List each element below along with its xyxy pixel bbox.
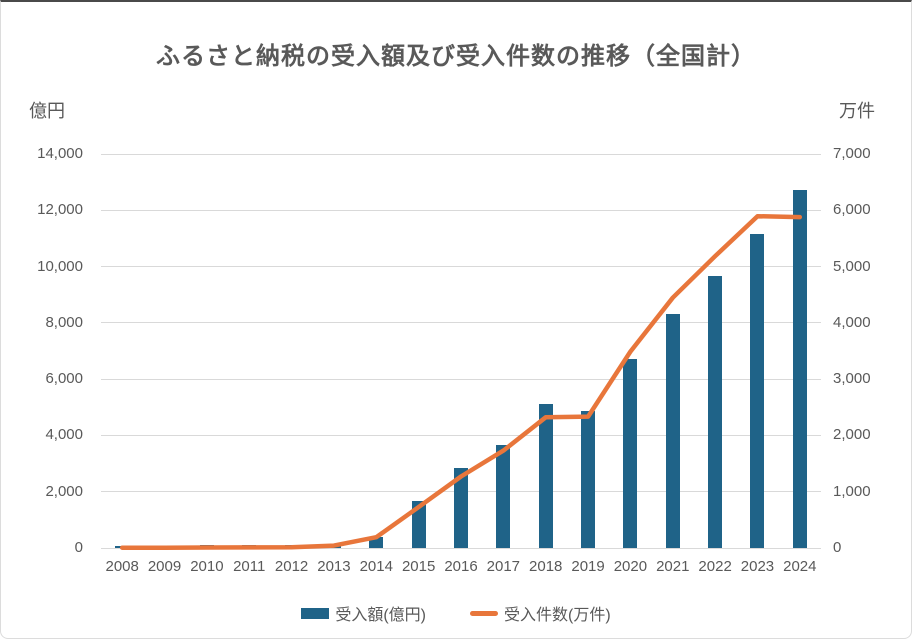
bar-2024 bbox=[792, 189, 807, 548]
left-axis-tick: 12,000 bbox=[37, 201, 83, 219]
bar-swatch-icon bbox=[301, 607, 330, 619]
gridline bbox=[101, 209, 821, 211]
x-tick-2021: 2021 bbox=[656, 558, 690, 575]
bar-2019 bbox=[581, 410, 596, 548]
right-axis-tick: 0 bbox=[833, 539, 842, 556]
left-axis-tick: 0 bbox=[74, 539, 83, 556]
right-axis-tick: 7,000 bbox=[833, 145, 871, 162]
x-tick-2018: 2018 bbox=[529, 558, 563, 575]
gridline bbox=[101, 153, 821, 155]
legend-label: 受入額(億円) bbox=[335, 607, 426, 624]
line-series bbox=[119, 213, 803, 550]
right-axis-unit-label: 万件 bbox=[839, 101, 875, 121]
gridline bbox=[101, 434, 821, 436]
line-path bbox=[119, 213, 803, 550]
x-tick-2020: 2020 bbox=[613, 558, 648, 575]
gridline bbox=[101, 547, 821, 549]
x-tick-2009: 2009 bbox=[147, 558, 182, 575]
gridline bbox=[101, 322, 821, 324]
left-axis-tick: 14,000 bbox=[37, 145, 83, 162]
x-tick-2016: 2016 bbox=[444, 558, 478, 575]
gridline bbox=[101, 378, 821, 380]
x-tick-2015: 2015 bbox=[401, 558, 436, 575]
bar-2017 bbox=[496, 445, 511, 548]
x-tick-2017: 2017 bbox=[486, 558, 521, 575]
legend-label: 受入件数(万件) bbox=[504, 607, 611, 624]
bar-2014 bbox=[369, 537, 384, 548]
right-axis-tick: 5,000 bbox=[833, 257, 871, 275]
x-tick-2008: 2008 bbox=[105, 558, 139, 575]
bar-2021 bbox=[665, 314, 680, 548]
bar-2020 bbox=[623, 358, 638, 548]
legend-item-count: 受入件数(万件) bbox=[470, 601, 611, 625]
bar-2022 bbox=[708, 276, 723, 548]
left-axis-tick: 6,000 bbox=[45, 370, 83, 388]
right-axis-tick: 2,000 bbox=[833, 426, 871, 444]
x-tick-2011: 2011 bbox=[233, 558, 266, 575]
bar-2018 bbox=[538, 403, 553, 548]
x-tick-2012: 2012 bbox=[274, 558, 309, 575]
plot-area bbox=[101, 153, 821, 550]
x-tick-2013: 2013 bbox=[317, 558, 351, 575]
gridline bbox=[101, 266, 821, 268]
left-axis-tick: 4,000 bbox=[45, 426, 83, 444]
x-tick-2014: 2014 bbox=[359, 558, 393, 575]
legend-item-amount: 受入額(億円) bbox=[301, 601, 426, 625]
x-tick-2010: 2010 bbox=[190, 558, 224, 575]
left-axis-tick: 8,000 bbox=[45, 313, 83, 331]
bar-2015 bbox=[411, 501, 426, 548]
x-tick-2023: 2023 bbox=[740, 558, 775, 575]
right-axis-tick: 6,000 bbox=[833, 201, 871, 219]
left-axis-unit-label: 億円 bbox=[29, 101, 65, 121]
right-axis-tick: 3,000 bbox=[833, 370, 871, 388]
x-tick-2019: 2019 bbox=[571, 558, 605, 575]
legend: 受入額(億円) 受入件数(万件) bbox=[1, 601, 911, 625]
bar-2023 bbox=[750, 233, 765, 548]
right-axis-tick: 4,000 bbox=[833, 313, 871, 331]
chart-title: ふるさと納税の受入額及び受入件数の推移（全国計） bbox=[156, 43, 756, 70]
left-axis-tick: 2,000 bbox=[45, 482, 83, 500]
bar-2016 bbox=[454, 467, 468, 548]
left-axis-tick: 10,000 bbox=[37, 257, 83, 275]
x-tick-2024: 2024 bbox=[783, 558, 817, 575]
right-axis-tick: 1,000 bbox=[833, 482, 871, 500]
line-swatch-icon bbox=[470, 610, 498, 616]
x-tick-2022: 2022 bbox=[698, 558, 732, 575]
